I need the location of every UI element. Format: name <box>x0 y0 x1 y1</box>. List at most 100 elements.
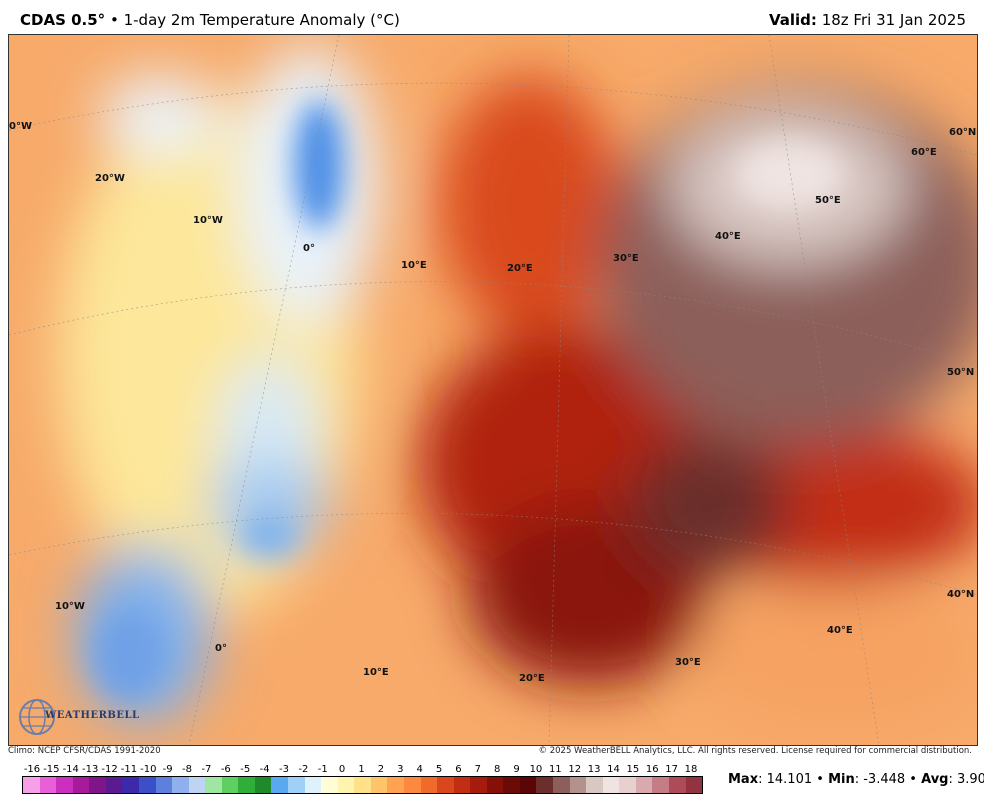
colorbar-cell <box>337 777 355 793</box>
anatolia-warm <box>699 585 977 725</box>
colorbar-tick-label: 17 <box>665 764 678 775</box>
weatherbell-logo: WEATHERBELL <box>17 695 139 739</box>
min-value: -3.448 <box>863 772 906 787</box>
label-40n: 40°N <box>947 589 975 600</box>
colorbar-tick-label: -4 <box>259 764 270 775</box>
label-10w: 10°W <box>193 215 223 226</box>
logo-globe-icon <box>19 699 55 735</box>
colorbar-tick-label: 10 <box>529 764 543 775</box>
max-value: 14.101 <box>766 772 813 787</box>
scandinavia-warm <box>439 75 619 335</box>
colorbar-tick-label: -2 <box>298 764 309 775</box>
colorbar-cell <box>387 777 404 793</box>
label-40e-north: 40°E <box>715 231 741 242</box>
label-10e-north: 10°E <box>401 260 427 271</box>
colorbar-tick-label: 16 <box>645 764 659 775</box>
colorbar-tick-label: -10 <box>140 764 157 775</box>
graticule <box>9 35 977 745</box>
colorbar-cell <box>254 777 272 793</box>
colorbar-tick-label: 7 <box>474 764 481 775</box>
label-60n: 60°N <box>949 127 977 138</box>
ukraine-extreme <box>629 435 789 575</box>
label-20e-south: 20°E <box>519 673 545 684</box>
colorbar-cell <box>155 777 173 793</box>
colorbar-cell <box>486 777 504 793</box>
model-name: CDAS 0.5° <box>20 11 106 29</box>
colorbar-tick-label: 2 <box>377 764 385 775</box>
colorbar-cell <box>39 777 57 793</box>
colorbar-tick-label: -5 <box>240 764 251 775</box>
colorbar-cell <box>271 777 288 793</box>
label-20w: 20°W <box>95 173 125 184</box>
colorbar-cell <box>122 777 139 793</box>
colorbar-tick-label: 12 <box>568 764 582 775</box>
colorbar-cell <box>288 777 305 793</box>
colorbar-tick-label: -3 <box>278 764 289 775</box>
title-bullet: • <box>109 11 119 29</box>
label-0-south: 0° <box>215 643 227 654</box>
colorbar-tick-label: 1 <box>358 764 365 775</box>
france-cool <box>209 460 329 550</box>
colorbar-tick-label: -13 <box>81 764 99 775</box>
colorbar-tick-label: -12 <box>101 764 118 775</box>
label-50n: 50°N <box>947 367 975 378</box>
colorbar-tick-label: -6 <box>220 764 231 775</box>
colorbar-cell <box>536 777 553 793</box>
colorbar-ticks: -16 -15 -14 -13 -12 -11 -10 -9 -8 -7 -6 -5 -4 -3 -2 -1 0… <box>22 764 701 776</box>
colorbar-cell <box>519 777 537 793</box>
colorbar-cell <box>403 777 421 793</box>
climo-note: Climo: NCEP CFSR/CDAS 1991-2020 <box>8 746 161 756</box>
france-cold <box>239 513 299 557</box>
avg-value: 3.909 <box>957 772 984 787</box>
label-50e-north: 50°E <box>815 195 841 206</box>
colorbar-cell <box>188 777 206 793</box>
avg-label: Avg <box>921 772 949 787</box>
colorbar-cell <box>569 777 587 793</box>
colorbar-tick-label: -16 <box>23 764 41 775</box>
colorbar-tick-label: 14 <box>607 764 620 775</box>
colorbar-tick-label: 18 <box>684 764 698 775</box>
iceland-pale <box>99 75 219 155</box>
colorbar-cell <box>586 777 603 793</box>
colorbar-tick-label: -15 <box>43 764 60 775</box>
colorbar-cell <box>553 777 570 793</box>
copyright-note: © 2025 WeatherBELL Analytics, LLC. All r… <box>538 746 972 756</box>
label-30e-south: 30°E <box>675 657 701 668</box>
stats: Max: 14.101 • Min: -3.448 • Avg: 3.909 <box>728 772 984 787</box>
colorbar-tick-label: -9 <box>162 764 173 775</box>
label-0w: 0°W <box>9 121 32 132</box>
colorbar-tick-label: 4 <box>416 764 423 775</box>
colorbar-cell <box>238 777 255 793</box>
colorbar-cell <box>437 777 454 793</box>
colorbar-tick-label: 3 <box>397 764 404 775</box>
colorbar-tick-label: -14 <box>62 764 79 775</box>
colorbar-tick-label: -1 <box>317 764 328 775</box>
colorbar-cell <box>172 777 189 793</box>
valid-value: 18z Fri 31 Jan 2025 <box>821 11 966 29</box>
label-10w-south: 10°W <box>55 601 85 612</box>
colorbar-tick-label: -7 <box>201 764 212 775</box>
colorbar-cell <box>453 777 471 793</box>
valid-time: Valid: 18z Fri 31 Jan 2025 <box>769 11 966 29</box>
label-60e: 60°E <box>911 147 937 158</box>
anomaly-map[interactable]: 0°W 20°W 10°W 0° 10°E 20°E 30°E 40°E 50°… <box>8 34 978 746</box>
colorbar-cell <box>105 777 123 793</box>
colorbar-tick-label: 15 <box>626 764 640 775</box>
label-10e-south: 10°E <box>363 667 389 678</box>
min-label: Min <box>828 772 855 787</box>
colorbar-cell <box>470 777 487 793</box>
colorbar-tick-label: 5 <box>435 764 443 775</box>
colorbar-cell <box>420 777 438 793</box>
colorbar-tick-label: 8 <box>493 764 501 775</box>
colorbar-tick-label: -8 <box>182 764 193 775</box>
label-40e-south: 40°E <box>827 625 853 636</box>
russia-core <box>734 140 844 210</box>
colorbar-cell <box>370 777 388 793</box>
colorbar-cell <box>685 777 703 793</box>
header: CDAS 0.5° • 1-day 2m Temperature Anomaly… <box>0 0 984 34</box>
iberia-cold <box>94 610 164 700</box>
colorbar <box>22 776 703 794</box>
label-20e-north: 20°E <box>507 263 533 274</box>
colorbar-tick-label: 11 <box>548 764 562 775</box>
colorbar-tick-label: -11 <box>120 764 138 775</box>
